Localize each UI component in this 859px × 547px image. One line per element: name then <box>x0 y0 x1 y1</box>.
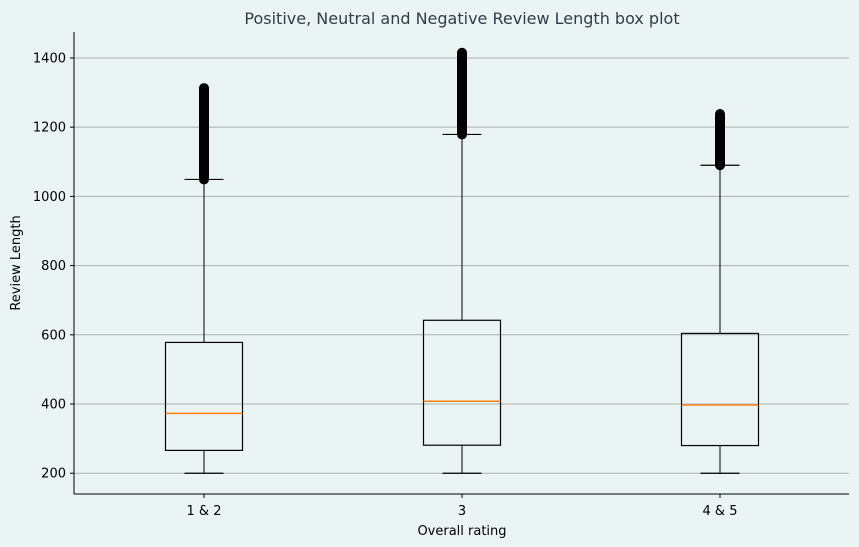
y-tick-label-800: 800 <box>41 259 66 274</box>
x-tick-label-3: 4 & 5 <box>703 504 738 519</box>
boxes <box>164 47 760 474</box>
outlier-point <box>199 83 209 94</box>
outlier-point <box>457 47 467 58</box>
outlier-point <box>715 109 725 120</box>
iqr-box-2 <box>422 319 502 446</box>
iqr-box-3 <box>680 332 760 447</box>
box-3 <box>680 109 760 474</box>
y-axis-label: Review Length <box>9 215 24 310</box>
y-tick-label-1200: 1200 <box>33 121 66 136</box>
y-tick-label-1000: 1000 <box>33 190 66 205</box>
x-tick-labels: 1 & 2 3 4 & 5 <box>187 494 738 519</box>
outlier-points-3 <box>715 109 725 171</box>
y-tick-label-1400: 1400 <box>33 51 66 66</box>
box-2 <box>422 47 502 474</box>
x-tick-label-2: 3 <box>458 504 466 519</box>
y-tick-label-200: 200 <box>41 467 66 482</box>
y-tick-label-600: 600 <box>41 328 66 343</box>
box-1 <box>164 83 244 474</box>
x-axis-label: Overall rating <box>417 524 506 539</box>
y-tick-label-400: 400 <box>41 398 66 413</box>
y-tick-labels: 200 400 600 800 1000 1200 1400 <box>33 51 74 482</box>
chart-title: Positive, Neutral and Negative Review Le… <box>244 9 679 28</box>
outlier-points-1 <box>199 83 209 185</box>
iqr-box-1 <box>164 341 244 451</box>
outlier-points-2 <box>457 47 467 140</box>
x-tick-label-1: 1 & 2 <box>187 504 222 519</box>
